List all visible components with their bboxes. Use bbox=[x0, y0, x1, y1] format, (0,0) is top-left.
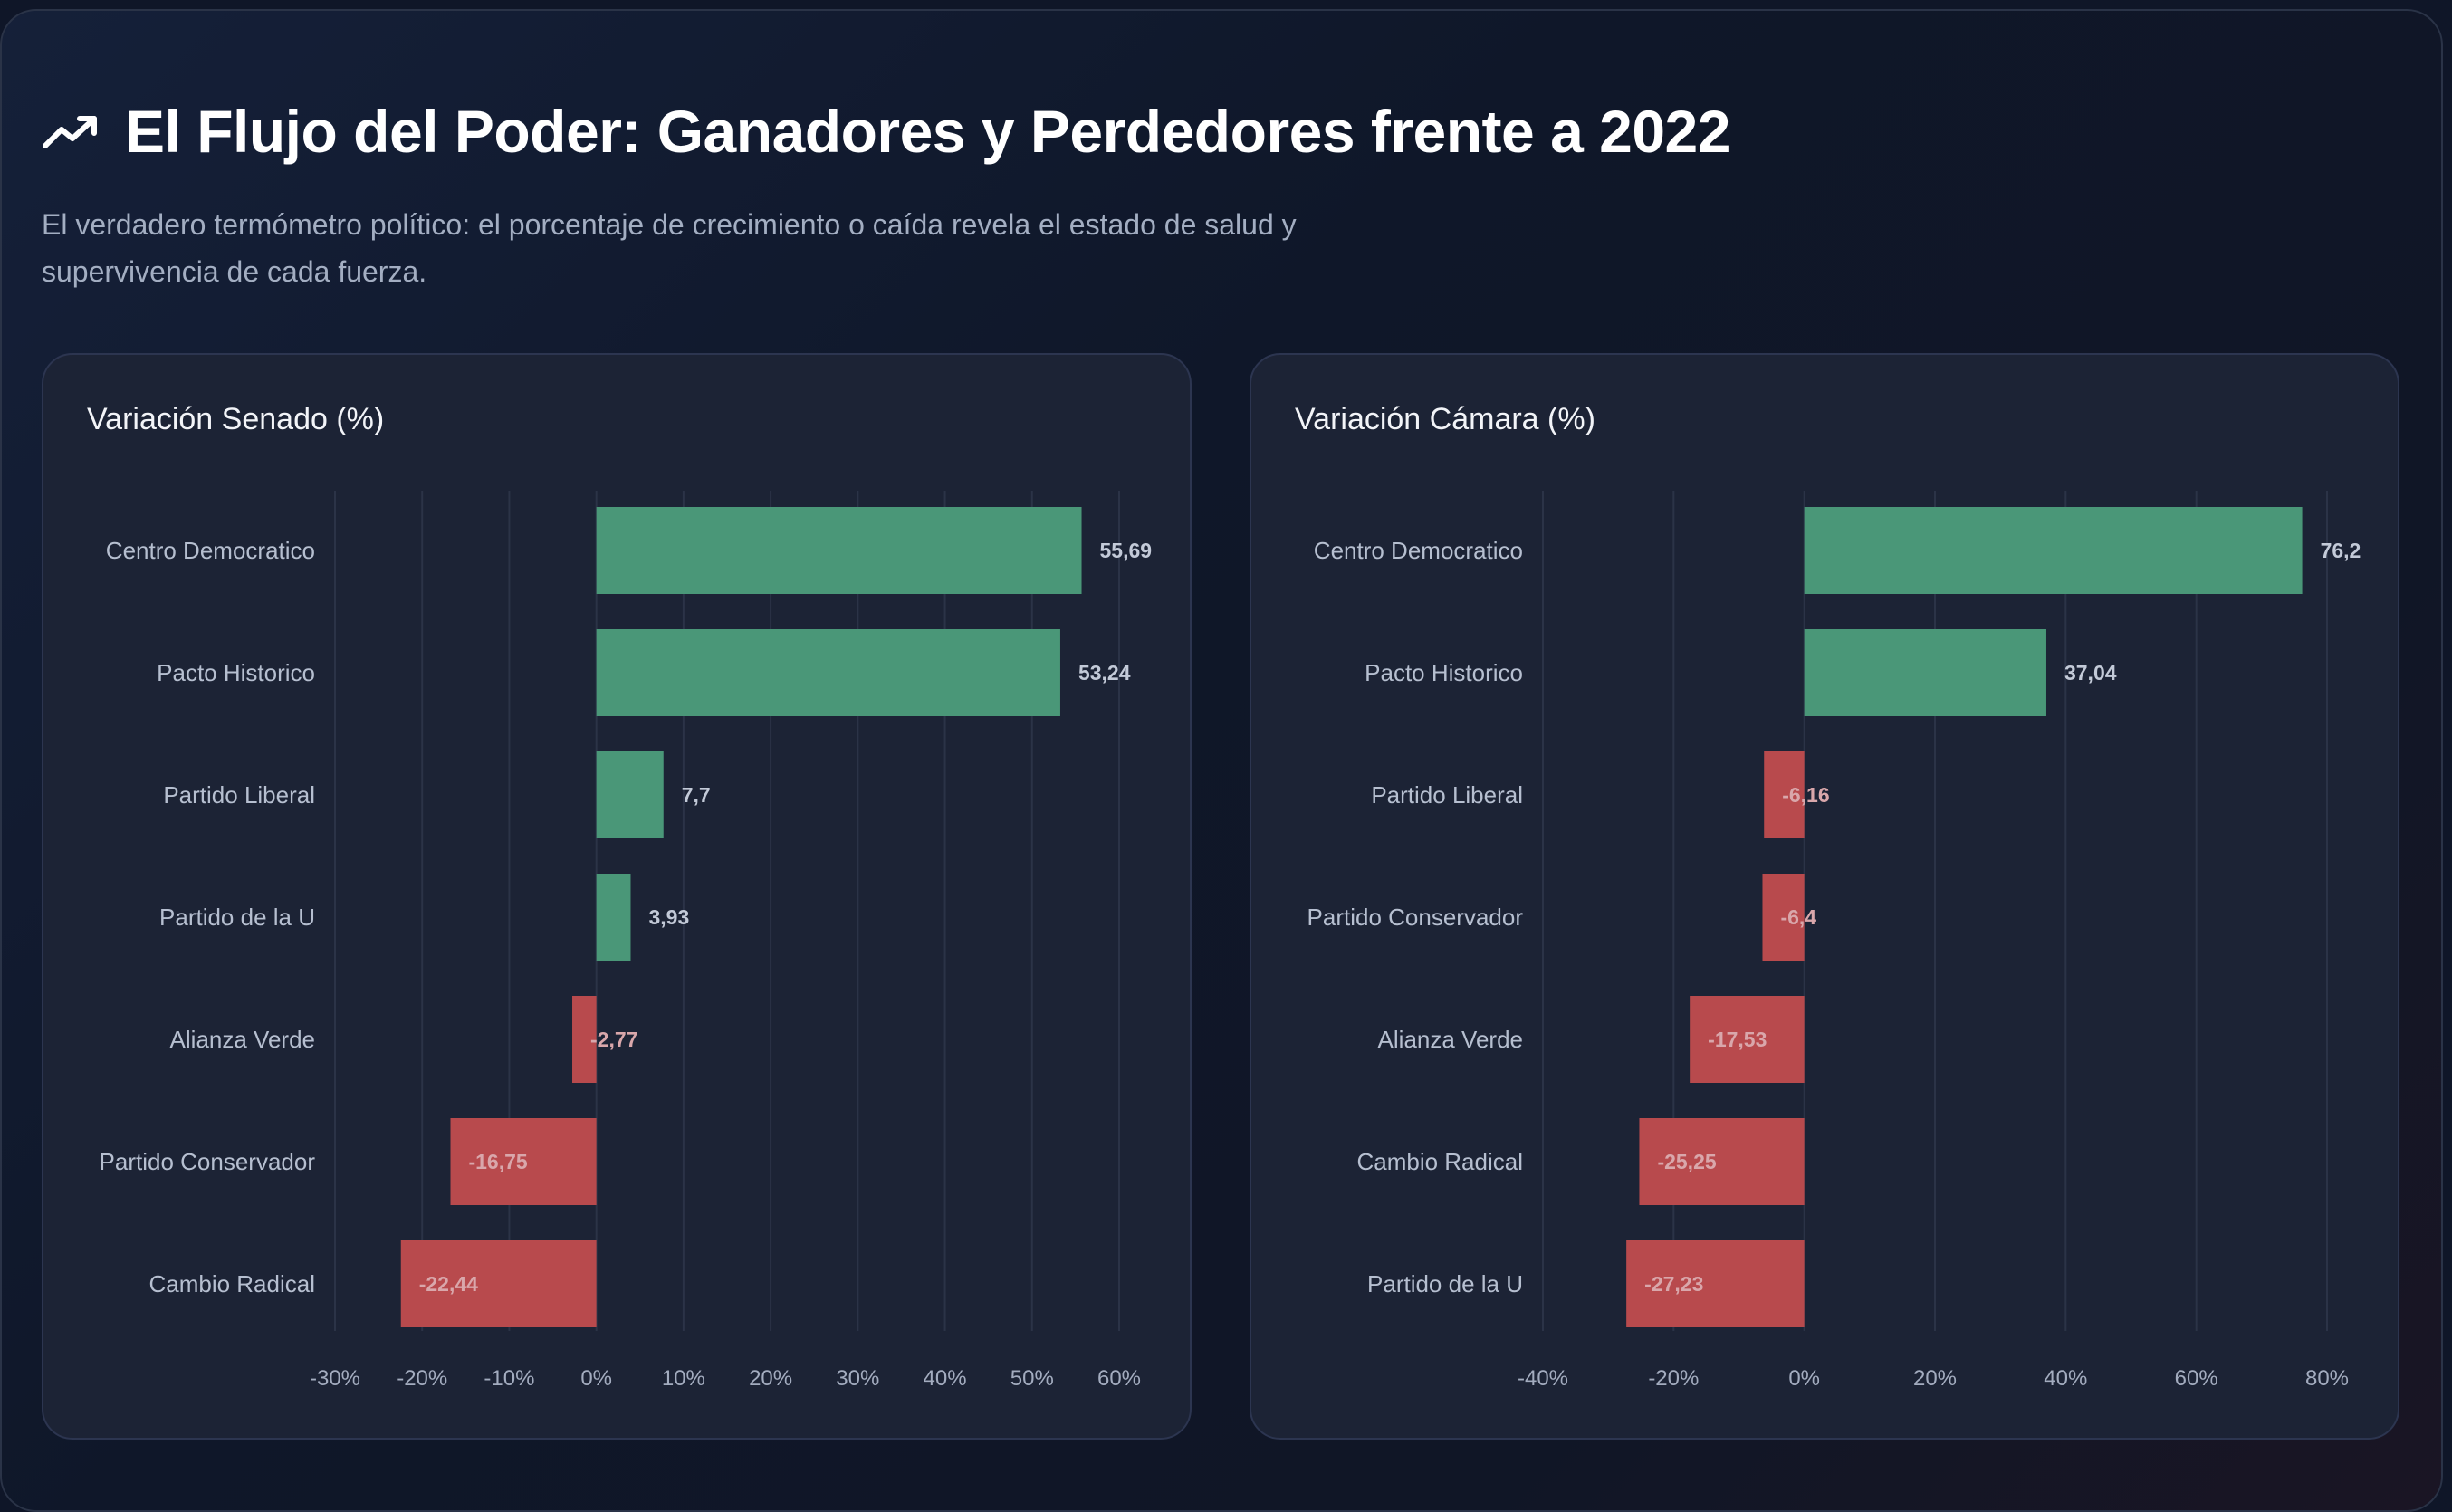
category-label: Cambio Radical bbox=[1356, 1148, 1523, 1175]
data-label: -2,77 bbox=[590, 1028, 637, 1051]
bar bbox=[400, 1240, 597, 1327]
data-label: -6,4 bbox=[1780, 905, 1816, 929]
bar bbox=[1690, 996, 1805, 1083]
bar bbox=[1639, 1118, 1805, 1205]
category-label: Partido Liberal bbox=[163, 781, 315, 809]
bar bbox=[450, 1118, 597, 1205]
data-label: 76,2 bbox=[2321, 539, 2361, 562]
chamber-bar-chart: -40% -20% 0% 20% 40% 60% 80% Centro Democratico… bbox=[1307, 491, 2361, 1391]
data-label: 37,04 bbox=[2064, 661, 2117, 684]
data-label: -16,75 bbox=[468, 1150, 527, 1173]
x-tick-label: 50% bbox=[1010, 1366, 1054, 1391]
x-tick-label: 60% bbox=[2175, 1366, 2218, 1391]
category-label: Partido Conservador bbox=[1307, 904, 1524, 931]
category-label: Cambio Radical bbox=[148, 1270, 315, 1297]
data-label: -17,53 bbox=[1708, 1028, 1767, 1051]
category-label: Partido Conservador bbox=[100, 1148, 316, 1175]
senate-bar-chart: -30% -20% -10% 0% 10% 20% 30% 40% 50% 60% Centro D… bbox=[100, 491, 1153, 1391]
category-label: Pacto Historico bbox=[1365, 659, 1523, 686]
bar bbox=[596, 629, 1060, 716]
data-label: 55,69 bbox=[1100, 539, 1153, 562]
bar bbox=[1804, 629, 2046, 716]
bar bbox=[1804, 507, 2303, 594]
x-tick-label: -40% bbox=[1518, 1366, 1568, 1391]
bar bbox=[596, 751, 664, 838]
bar bbox=[1764, 751, 1805, 838]
category-label: Partido de la U bbox=[159, 904, 315, 931]
senate-chart-card: Variación Senado (%) -30% -20% -10% 0% 10% 20… bbox=[42, 353, 1192, 1440]
x-tick-label: 0% bbox=[580, 1366, 612, 1391]
bar bbox=[1626, 1240, 1805, 1327]
chart-title: Variación Cámara (%) bbox=[1295, 402, 1595, 436]
x-tick-label: 20% bbox=[1913, 1366, 1957, 1391]
x-tick-label: 60% bbox=[1097, 1366, 1141, 1391]
bar bbox=[1762, 874, 1805, 961]
data-label: -6,16 bbox=[1782, 783, 1829, 807]
category-label: Pacto Historico bbox=[157, 659, 315, 686]
chamber-chart-card: Variación Cámara (%) -40% -20% 0% 20% 40% 60%… bbox=[1250, 353, 2399, 1440]
page-subtitle: El verdadero termómetro político: el por… bbox=[42, 208, 1297, 288]
x-tick-label: 40% bbox=[2044, 1366, 2087, 1391]
category-label: Alianza Verde bbox=[170, 1026, 315, 1053]
page-title: El Flujo del Poder: Ganadores y Perdedor… bbox=[125, 98, 1730, 165]
trending-up-icon bbox=[43, 116, 97, 148]
x-tick-label: 80% bbox=[2305, 1366, 2349, 1391]
data-label: 3,93 bbox=[648, 905, 689, 929]
category-label: Alianza Verde bbox=[1378, 1026, 1523, 1053]
x-tick-label: 40% bbox=[924, 1366, 967, 1391]
x-tick-label: 0% bbox=[1788, 1366, 1820, 1391]
category-label: Partido Liberal bbox=[1371, 781, 1523, 809]
data-label: 7,7 bbox=[682, 783, 711, 807]
category-label: Partido de la U bbox=[1367, 1270, 1523, 1297]
header: El Flujo del Poder: Ganadores y Perdedor… bbox=[42, 91, 1730, 172]
x-tick-label: -10% bbox=[484, 1366, 534, 1391]
bar bbox=[596, 874, 631, 961]
data-label: 53,24 bbox=[1078, 661, 1131, 684]
x-tick-label: 10% bbox=[662, 1366, 705, 1391]
data-label: -27,23 bbox=[1644, 1272, 1703, 1296]
x-tick-label: 30% bbox=[836, 1366, 879, 1391]
category-label: Centro Democratico bbox=[1314, 537, 1523, 564]
x-tick-label: 20% bbox=[749, 1366, 792, 1391]
bar bbox=[596, 507, 1082, 594]
x-tick-label: -20% bbox=[1648, 1366, 1699, 1391]
x-tick-label: -30% bbox=[310, 1366, 360, 1391]
chart-title: Variación Senado (%) bbox=[87, 402, 385, 436]
x-tick-label: -20% bbox=[397, 1366, 447, 1391]
data-label: -22,44 bbox=[419, 1272, 478, 1296]
bar bbox=[572, 996, 597, 1083]
data-label: -25,25 bbox=[1657, 1150, 1716, 1173]
category-label: Centro Democratico bbox=[106, 537, 315, 564]
